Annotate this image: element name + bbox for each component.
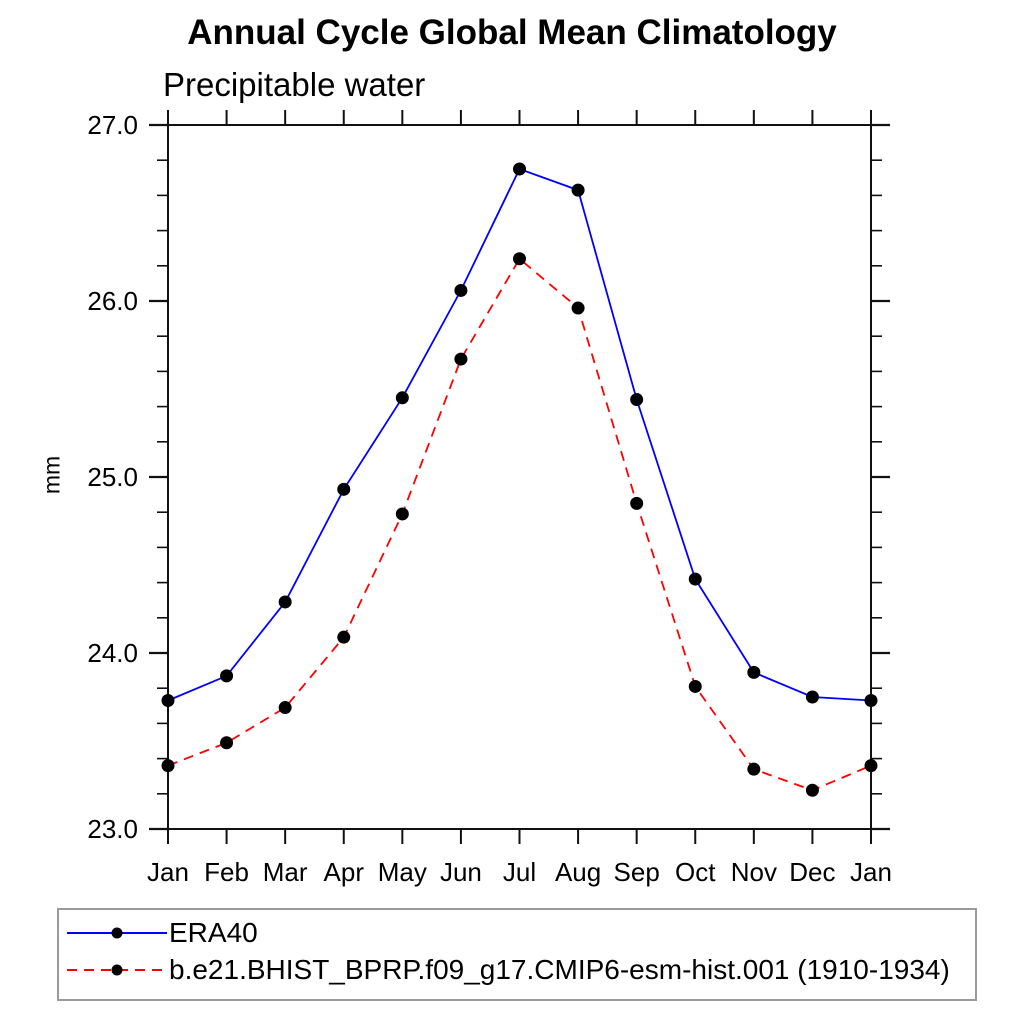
x-tick-label: Feb bbox=[204, 857, 249, 887]
data-point-marker bbox=[630, 496, 644, 510]
x-tick-label: Oct bbox=[675, 857, 716, 887]
x-tick-label: Sep bbox=[614, 857, 660, 887]
data-point-marker bbox=[161, 759, 175, 773]
x-tick-label: Dec bbox=[789, 857, 835, 887]
data-point-marker bbox=[337, 630, 351, 644]
chart-subtitle: Precipitable water bbox=[163, 66, 426, 103]
plot-frame bbox=[167, 124, 872, 830]
chart-title: Annual Cycle Global Mean Climatology bbox=[187, 13, 837, 52]
data-point-marker bbox=[805, 783, 819, 797]
data-point-marker bbox=[161, 694, 175, 708]
data-point-marker bbox=[454, 283, 468, 297]
legend-label: ERA40 bbox=[169, 917, 258, 948]
data-point-marker bbox=[571, 183, 585, 197]
x-tick-label: May bbox=[378, 857, 427, 887]
x-tick-label: Jan bbox=[850, 857, 892, 887]
series-line-1 bbox=[167, 257, 872, 792]
data-point-marker bbox=[864, 759, 878, 773]
x-tick-label: Jul bbox=[503, 857, 536, 887]
legend-line-sample bbox=[67, 927, 167, 939]
y-tick-label: 23.0 bbox=[87, 814, 138, 844]
legend-line-sample bbox=[67, 964, 167, 976]
data-point-marker bbox=[864, 694, 878, 708]
x-tick-label: Jun bbox=[440, 857, 482, 887]
x-tick-label: Mar bbox=[263, 857, 308, 887]
data-point-marker bbox=[220, 736, 234, 750]
y-tick-label: 24.0 bbox=[87, 638, 138, 668]
data-point-marker bbox=[571, 301, 585, 315]
y-tick-label: 26.0 bbox=[87, 286, 138, 316]
y-tick-label: 27.0 bbox=[87, 110, 138, 140]
data-point-marker bbox=[747, 665, 761, 679]
data-point-marker bbox=[805, 690, 819, 704]
x-tick-label: Jan bbox=[147, 857, 189, 887]
data-point-marker bbox=[395, 391, 409, 405]
data-point-marker bbox=[220, 669, 234, 683]
legend-item-1: b.e21.BHIST_BPRP.f09_g17.CMIP6-esm-hist.… bbox=[65, 953, 950, 987]
data-point-marker bbox=[278, 595, 292, 609]
data-point-marker bbox=[688, 679, 702, 693]
data-point-marker bbox=[395, 507, 409, 521]
data-point-marker bbox=[630, 393, 644, 407]
x-tick-label: Apr bbox=[324, 857, 365, 887]
legend-marker bbox=[111, 964, 123, 976]
data-point-marker bbox=[747, 762, 761, 776]
data-point-marker bbox=[278, 701, 292, 715]
series-line-0 bbox=[167, 167, 872, 702]
legend-marker bbox=[111, 927, 123, 939]
x-tick-label: Nov bbox=[731, 857, 777, 887]
data-point-marker bbox=[454, 352, 468, 366]
data-point-marker bbox=[337, 482, 351, 496]
legend: ERA40 b.e21.BHIST_BPRP.f09_g17.CMIP6-esm-… bbox=[57, 908, 977, 1001]
data-point-marker bbox=[513, 162, 526, 176]
legend-label: b.e21.BHIST_BPRP.f09_g17.CMIP6-esm-hist.… bbox=[169, 954, 950, 985]
data-point-marker bbox=[688, 572, 702, 586]
y-tick-label: 25.0 bbox=[87, 462, 138, 492]
x-tick-label: Aug bbox=[555, 857, 601, 887]
legend-item-0: ERA40 bbox=[65, 916, 258, 950]
data-point-marker bbox=[513, 252, 526, 266]
